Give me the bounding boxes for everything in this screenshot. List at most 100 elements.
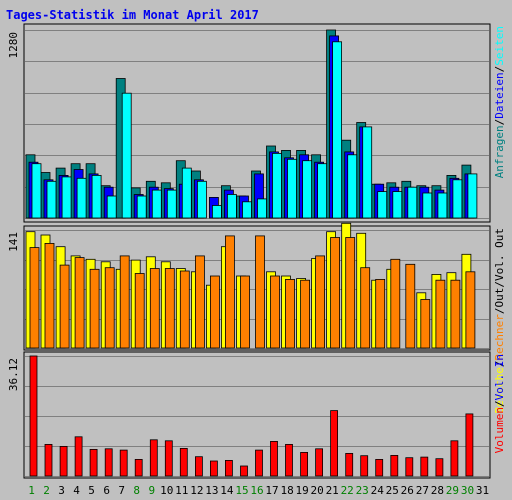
bar-rechner [285, 278, 295, 349]
bar-rechner [405, 263, 416, 349]
x-tick-label: 3 [58, 484, 65, 497]
legend-separator: / [493, 360, 506, 367]
bar-volumen [240, 465, 248, 477]
bar-volumen [420, 456, 429, 477]
bar-seiten [377, 191, 388, 219]
bar-volumen [405, 457, 414, 477]
x-tick-label: 15 [235, 484, 248, 497]
bar-seiten [362, 126, 373, 219]
legend-separator: / [493, 307, 506, 314]
bar-volumen [345, 452, 354, 477]
bar-volumen [104, 448, 113, 477]
x-tick-label: 5 [88, 484, 95, 497]
bar-seiten [287, 158, 297, 219]
x-tick-label: 4 [73, 484, 80, 497]
bar-volumen [59, 445, 68, 477]
bar-rechner [134, 273, 145, 349]
bar-rechner [345, 237, 356, 349]
bar-volumen [209, 460, 218, 477]
bar-seiten [392, 191, 403, 219]
bar-seiten [242, 201, 252, 219]
bar-rechner [420, 299, 431, 349]
x-tick-label: 28 [431, 484, 444, 497]
x-tick-label: 25 [386, 484, 399, 497]
bar-rechner [59, 264, 70, 349]
bar-volumen [465, 413, 474, 477]
bar-seiten [407, 186, 418, 219]
x-tick-label: 29 [446, 484, 459, 497]
bar-seiten [196, 180, 207, 219]
legend-entry: Dateien [493, 72, 506, 118]
bar-seiten [91, 174, 102, 219]
legend-entry: Volumen [493, 407, 506, 453]
bar-seiten [151, 189, 162, 219]
bar-seiten [257, 198, 267, 219]
x-tick-label: 19 [295, 484, 308, 497]
legend-separator: / [493, 400, 506, 407]
legend-separator: / [493, 281, 506, 288]
bar-rechner [465, 271, 476, 349]
bar-rechner [74, 257, 85, 349]
bar-rechner [179, 270, 190, 349]
bar-seiten [211, 205, 222, 219]
bar-seiten [347, 154, 358, 219]
bar-seiten [136, 195, 147, 219]
bar-volumen [270, 440, 278, 477]
bar-rechner [104, 267, 115, 349]
bar-volumen [164, 440, 173, 477]
bar-seiten [76, 177, 87, 219]
bar-volumen [29, 355, 38, 477]
bar-rechner [194, 255, 205, 349]
bar-volumen [285, 443, 293, 477]
legend-bottom: Volumen/Vol. In [493, 354, 506, 453]
bar-volumen [194, 456, 203, 477]
bar-rechner [164, 268, 175, 349]
legend-separator: / [493, 119, 506, 126]
bar-volumen [149, 439, 158, 477]
bar-volumen [300, 451, 309, 477]
legend-entry: Vol. Out [493, 228, 506, 281]
x-tick-label: 21 [326, 484, 339, 497]
bar-rechner [44, 242, 55, 349]
chart-title: Tages-Statistik im Monat April 2017 [6, 8, 259, 22]
x-tick-label: 8 [133, 484, 140, 497]
bar-seiten [272, 152, 282, 219]
bar-seiten [61, 176, 72, 219]
bar-volumen [375, 458, 384, 477]
x-tick-label: 30 [461, 484, 474, 497]
bar-seiten [46, 180, 57, 219]
bar-rechner [330, 237, 341, 349]
bar-volumen [315, 448, 324, 477]
x-tick-label: 1 [28, 484, 35, 497]
x-tick-label: 13 [205, 484, 218, 497]
bar-rechner [315, 255, 326, 349]
bar-rechner [240, 275, 250, 349]
bar-volumen [89, 448, 98, 477]
bar-volumen [360, 455, 369, 477]
x-tick-label: 22 [341, 484, 354, 497]
y-tick-label: 36.12 [7, 358, 20, 391]
bar-rechner [224, 235, 235, 349]
x-tick-label: 9 [148, 484, 155, 497]
bar-rechner [390, 258, 401, 349]
x-tick-label: 17 [265, 484, 278, 497]
bar-volumen [179, 447, 188, 477]
bar-seiten [121, 92, 132, 219]
bar-rechner [255, 235, 265, 349]
bar-seiten [467, 173, 478, 219]
x-tick-label: 31 [476, 484, 489, 497]
bar-volumen [255, 449, 263, 477]
bar-rechner [300, 279, 311, 349]
bar-rechner [119, 255, 130, 349]
legend-entry: Anfragen [493, 125, 506, 178]
bar-volumen [330, 410, 339, 477]
bar-seiten [452, 179, 463, 219]
bar-seiten [332, 41, 343, 219]
legend-entry: Out [493, 288, 506, 308]
x-tick-label: 26 [401, 484, 414, 497]
bar-rechner [435, 279, 446, 349]
legend-entry: Besuche [493, 367, 506, 413]
x-tick-label: 12 [190, 484, 203, 497]
x-tick-label: 27 [416, 484, 429, 497]
bar-volumen [74, 436, 83, 477]
